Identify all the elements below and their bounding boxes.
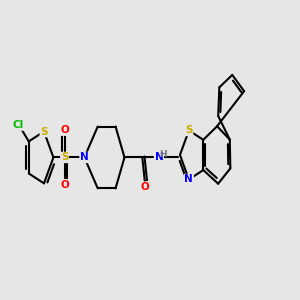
Text: O: O — [140, 182, 149, 192]
Text: N: N — [80, 152, 89, 162]
Text: O: O — [60, 180, 69, 190]
Text: Cl: Cl — [13, 120, 24, 130]
Text: O: O — [60, 125, 69, 135]
Text: N: N — [184, 175, 193, 184]
Text: S: S — [40, 127, 48, 136]
Text: S: S — [185, 125, 193, 136]
Text: S: S — [61, 152, 68, 162]
Text: N: N — [154, 152, 163, 162]
Text: H: H — [159, 151, 167, 160]
